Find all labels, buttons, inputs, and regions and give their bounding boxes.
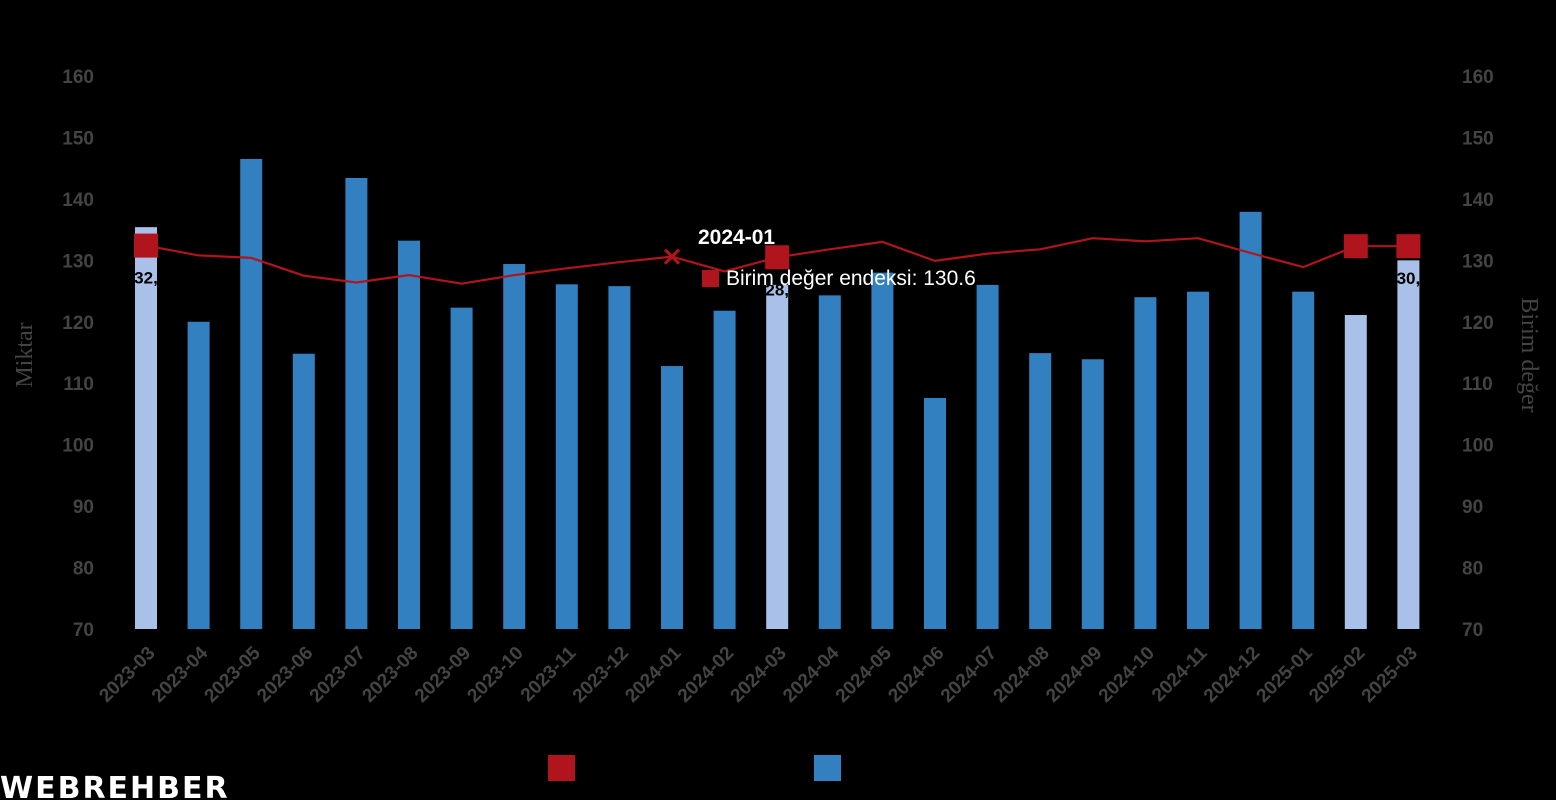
right-tick-label: 150 [1462, 128, 1494, 149]
tooltip-swatch [702, 270, 719, 287]
right-tick-label: 140 [1462, 190, 1494, 211]
bar[interactable] [1081, 359, 1104, 629]
line-marker[interactable] [1396, 234, 1421, 259]
bar[interactable] [818, 295, 841, 629]
left-tick-label: 70 [73, 620, 94, 641]
right-axis-ticks: 70 80 90 100 110 120 130 140 150 160 [1462, 67, 1494, 641]
webrehber-logo: WEBREHBER [0, 771, 230, 800]
x-tick-label: 2025-02 [1305, 643, 1369, 707]
line-marker[interactable] [1343, 234, 1368, 259]
left-tick-label: 90 [73, 497, 94, 518]
left-tick-label: 150 [62, 128, 94, 149]
x-tick-label: 2024-02 [674, 643, 738, 707]
bar[interactable] [1344, 315, 1367, 629]
legend-swatch-bar[interactable] [814, 755, 841, 781]
data-label: 28, [765, 280, 789, 299]
bar[interactable] [871, 272, 894, 629]
left-tick-label: 130 [62, 251, 94, 272]
bar[interactable] [240, 158, 263, 629]
x-tick-label: 2024-12 [1200, 643, 1264, 707]
bar[interactable] [1029, 353, 1052, 629]
x-tick-label: 2023-11 [517, 642, 581, 706]
x-tick-label: 2025-01 [1253, 642, 1317, 706]
right-tick-label: 130 [1462, 251, 1494, 272]
bar[interactable] [398, 240, 420, 629]
x-tick-label: 2023-04 [148, 642, 212, 706]
bar[interactable] [1397, 260, 1420, 629]
x-tick-label: 2024-08 [990, 643, 1054, 707]
tooltip-title: 2024-01 [698, 226, 775, 249]
line-series[interactable] [134, 233, 1421, 285]
x-tick-label: 2023-03 [95, 643, 159, 707]
bar[interactable] [345, 177, 368, 629]
x-tick-label: 2023-09 [411, 643, 475, 707]
left-tick-label: 110 [63, 374, 94, 395]
bar[interactable] [976, 284, 999, 629]
x-tick-label: 2024-09 [1042, 643, 1106, 707]
bar[interactable] [1292, 291, 1315, 629]
bar[interactable] [1134, 297, 1157, 629]
bar[interactable] [924, 397, 946, 629]
right-tick-label: 160 [1462, 67, 1494, 88]
left-tick-label: 140 [62, 190, 94, 211]
data-label: 30, [1397, 269, 1421, 288]
bar[interactable] [661, 366, 683, 629]
left-tick-label: 120 [62, 313, 94, 334]
x-tick-label: 2024-01 [621, 642, 685, 706]
data-labels: 32, 28, 30, [134, 269, 1420, 300]
right-tick-label: 80 [1462, 559, 1483, 580]
bar[interactable] [555, 284, 578, 629]
legend-swatch-line[interactable] [548, 755, 575, 781]
right-tick-label: 120 [1462, 313, 1494, 334]
x-tick-label: 2024-06 [884, 643, 948, 707]
left-axis-ticks: 70 80 90 100 110 120 130 140 150 160 [62, 67, 94, 641]
right-tick-label: 100 [1462, 436, 1494, 457]
x-tick-label: 2025-03 [1358, 643, 1422, 707]
bar[interactable] [450, 307, 473, 629]
left-tick-label: 100 [62, 436, 94, 457]
bar[interactable] [1187, 291, 1209, 629]
bar[interactable] [503, 264, 526, 629]
bar[interactable] [608, 286, 631, 629]
hover-point[interactable] [663, 248, 681, 265]
x-tick-label: 2024-03 [727, 643, 791, 707]
left-tick-label: 160 [62, 67, 94, 88]
right-tick-label: 90 [1462, 497, 1483, 518]
x-tick-label: 2023-06 [253, 643, 317, 707]
left-tick-label: 80 [73, 559, 94, 580]
x-tick-label: 2024-11 [1148, 642, 1212, 706]
x-tick-label: 2023-12 [569, 643, 633, 707]
bar[interactable] [135, 227, 157, 630]
bar[interactable] [292, 353, 315, 629]
bar-series[interactable] [135, 158, 1420, 630]
x-tick-label: 2024-10 [1095, 643, 1159, 707]
bar[interactable] [713, 310, 736, 629]
x-tick-label: 2023-07 [306, 643, 370, 707]
bar[interactable] [766, 284, 789, 629]
x-tick-label: 2024-07 [937, 643, 1001, 707]
x-tick-label: 2023-05 [201, 642, 265, 706]
tooltip-text: Birim değer endeksi: 130.6 [726, 267, 976, 290]
right-tick-label: 110 [1462, 374, 1493, 395]
x-tick-label: 2024-05 [832, 642, 896, 706]
legend[interactable] [548, 755, 841, 781]
bar[interactable] [1239, 211, 1262, 629]
line-marker[interactable] [765, 245, 790, 270]
x-tick-label: 2023-08 [358, 643, 422, 707]
x-axis-ticks: 2023-032023-042023-052023-062023-072023-… [95, 642, 1422, 706]
right-tick-label: 70 [1462, 620, 1483, 641]
bar[interactable] [187, 321, 210, 629]
line-marker[interactable] [134, 233, 158, 258]
left-axis-title: Miktar [12, 322, 38, 387]
tooltip: 2024-01 Birim değer endeksi: 130.6 [698, 226, 976, 290]
x-tick-label: 2023-10 [464, 643, 528, 707]
data-label: 32, [134, 269, 158, 288]
x-tick-label: 2024-04 [779, 642, 843, 706]
right-axis-title: Birim değer [1516, 297, 1542, 412]
